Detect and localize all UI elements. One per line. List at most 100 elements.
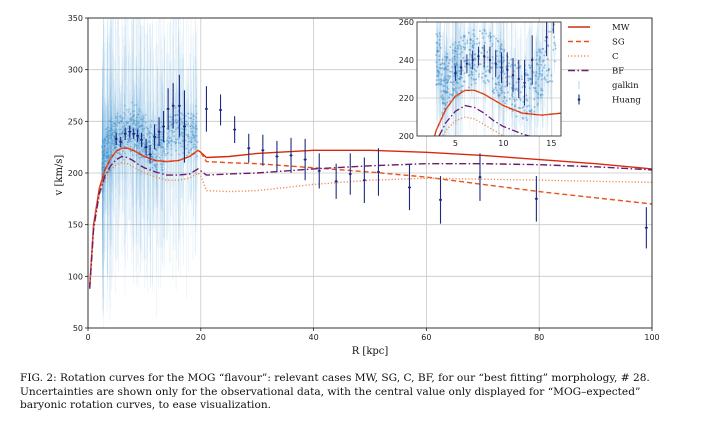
main-plot-area: 0 20 40 60 80 100 50 100 150 200 250 300 350: [68, 14, 660, 342]
inset-galkin-point: [455, 61, 458, 64]
huang-point: [534, 176, 538, 222]
galkin-point: [101, 161, 104, 164]
inset-galkin-point: [502, 56, 505, 59]
inset-galkin-point: [451, 65, 454, 68]
galkin-point: [107, 150, 110, 153]
galkin-point: [143, 136, 146, 139]
galkin-point: [107, 157, 109, 160]
galkin-point: [101, 145, 104, 147]
galkin-point: [194, 115, 196, 118]
galkin-point: [128, 117, 131, 120]
galkin-point: [113, 147, 116, 150]
galkin-point: [101, 164, 104, 167]
galkin-point: [191, 137, 193, 140]
inset-galkin-point: [525, 116, 528, 119]
galkin-point: [104, 173, 107, 176]
galkin-point: [131, 128, 134, 131]
galkin-point: [149, 135, 152, 138]
inset-galkin-point: [446, 64, 449, 67]
inset-galkin-point: [528, 64, 531, 67]
galkin-point: [113, 135, 116, 138]
galkin-point: [151, 160, 154, 163]
galkin-point: [111, 133, 114, 136]
galkin-point: [144, 113, 147, 116]
legend-label-c: C: [612, 52, 619, 62]
x-tick-label: 60: [421, 333, 431, 342]
galkin-point: [105, 128, 108, 131]
galkin-point: [125, 108, 128, 111]
galkin-point: [161, 169, 164, 171]
inset-galkin-point: [466, 41, 469, 44]
galkin-point: [102, 166, 105, 169]
galkin-point: [140, 124, 143, 127]
galkin-point: [182, 121, 185, 124]
inset-galkin-point: [451, 87, 454, 90]
galkin-point: [134, 128, 137, 131]
galkin-point: [182, 117, 185, 120]
galkin-point: [121, 118, 124, 121]
inset-galkin-point: [460, 85, 463, 88]
galkin-point: [115, 130, 118, 133]
galkin-point: [125, 130, 128, 133]
inset-galkin-point: [530, 108, 533, 111]
galkin-point: [187, 123, 190, 125]
galkin-point: [174, 106, 177, 109]
galkin-point: [190, 147, 193, 150]
galkin-point: [170, 129, 173, 132]
galkin-point: [126, 122, 129, 125]
inset-x-tick-label: 5: [453, 139, 458, 148]
galkin-point: [181, 112, 183, 115]
inset-galkin-point: [508, 82, 511, 85]
inset-galkin-point: [485, 32, 488, 35]
galkin-point: [194, 137, 197, 140]
galkin-point: [181, 135, 184, 137]
galkin-point: [103, 147, 106, 150]
inset-galkin-point: [468, 48, 471, 51]
galkin-point: [108, 130, 110, 133]
galkin-point: [107, 133, 110, 135]
inset-galkin-point: [435, 83, 438, 86]
galkin-point: [149, 167, 152, 169]
galkin-point: [109, 170, 111, 172]
huang-dot: [124, 132, 127, 135]
inset-galkin-point: [532, 86, 535, 89]
galkin-point: [108, 141, 111, 144]
inset-galkin-point: [460, 77, 463, 80]
inset-galkin-point: [495, 55, 498, 58]
inset-galkin-point: [455, 91, 458, 94]
galkin-point: [150, 161, 153, 164]
galkin-point: [102, 166, 105, 169]
legend-label-galkin: galkin: [612, 81, 639, 91]
galkin-point: [138, 108, 141, 111]
galkin-point: [168, 142, 171, 144]
inset-galkin-point: [522, 105, 525, 108]
galkin-point: [121, 131, 123, 134]
galkin-point: [101, 150, 104, 153]
huang-point: [166, 88, 170, 130]
inset-plot-area: 5 10 15 200 220 240 260: [399, 18, 562, 148]
galkin-point: [138, 138, 141, 141]
inset-galkin-point: [444, 79, 447, 82]
galkin-point: [148, 136, 151, 139]
inset-galkin-point: [538, 56, 541, 59]
inset-galkin-point: [443, 62, 446, 65]
galkin-point: [123, 111, 126, 114]
galkin-point: [190, 124, 193, 126]
inset-huang-dot: [459, 66, 463, 69]
galkin-point: [103, 166, 106, 168]
galkin-point: [129, 138, 132, 141]
galkin-point: [187, 112, 190, 115]
galkin-point: [101, 166, 104, 169]
inset-galkin-point: [542, 66, 545, 69]
galkin-point: [162, 148, 165, 151]
galkin-point: [127, 139, 130, 142]
galkin-point: [109, 134, 112, 137]
inset-galkin-point: [486, 65, 489, 68]
huang-dot: [247, 147, 250, 150]
inset-galkin-point: [534, 81, 537, 84]
galkin-point: [196, 141, 199, 144]
inset-galkin-point: [476, 37, 479, 40]
curve-bf: [89, 155, 652, 289]
galkin-point: [169, 137, 172, 139]
huang-dot: [334, 180, 338, 183]
